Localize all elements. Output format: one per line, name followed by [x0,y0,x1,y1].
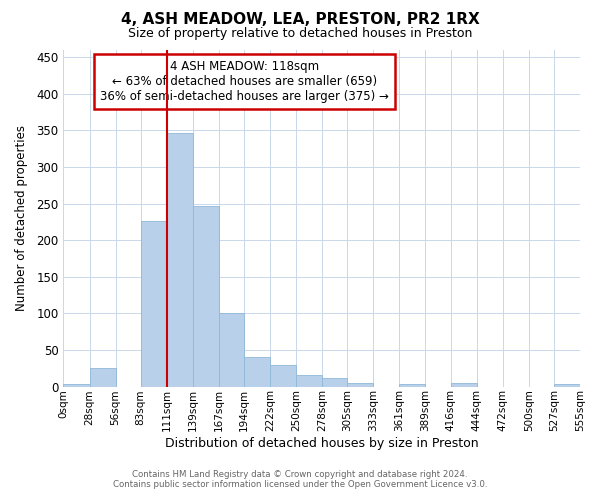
Bar [554,384,580,386]
Y-axis label: Number of detached properties: Number of detached properties [15,126,28,312]
Bar [451,383,476,386]
Bar [167,132,193,386]
Bar [296,375,322,386]
Text: 4 ASH MEADOW: 118sqm
← 63% of detached houses are smaller (659)
36% of semi-deta: 4 ASH MEADOW: 118sqm ← 63% of detached h… [100,60,389,103]
Text: 4, ASH MEADOW, LEA, PRESTON, PR2 1RX: 4, ASH MEADOW, LEA, PRESTON, PR2 1RX [121,12,479,28]
Bar [347,383,373,386]
Bar [89,368,116,386]
Bar [140,221,167,386]
Bar [270,364,296,386]
Bar [193,206,219,386]
Bar [244,356,270,386]
X-axis label: Distribution of detached houses by size in Preston: Distribution of detached houses by size … [165,437,479,450]
Text: Size of property relative to detached houses in Preston: Size of property relative to detached ho… [128,28,472,40]
Text: Contains HM Land Registry data © Crown copyright and database right 2024.
Contai: Contains HM Land Registry data © Crown c… [113,470,487,489]
Bar [400,384,425,386]
Bar [64,384,89,386]
Bar [219,314,244,386]
Bar [322,378,347,386]
